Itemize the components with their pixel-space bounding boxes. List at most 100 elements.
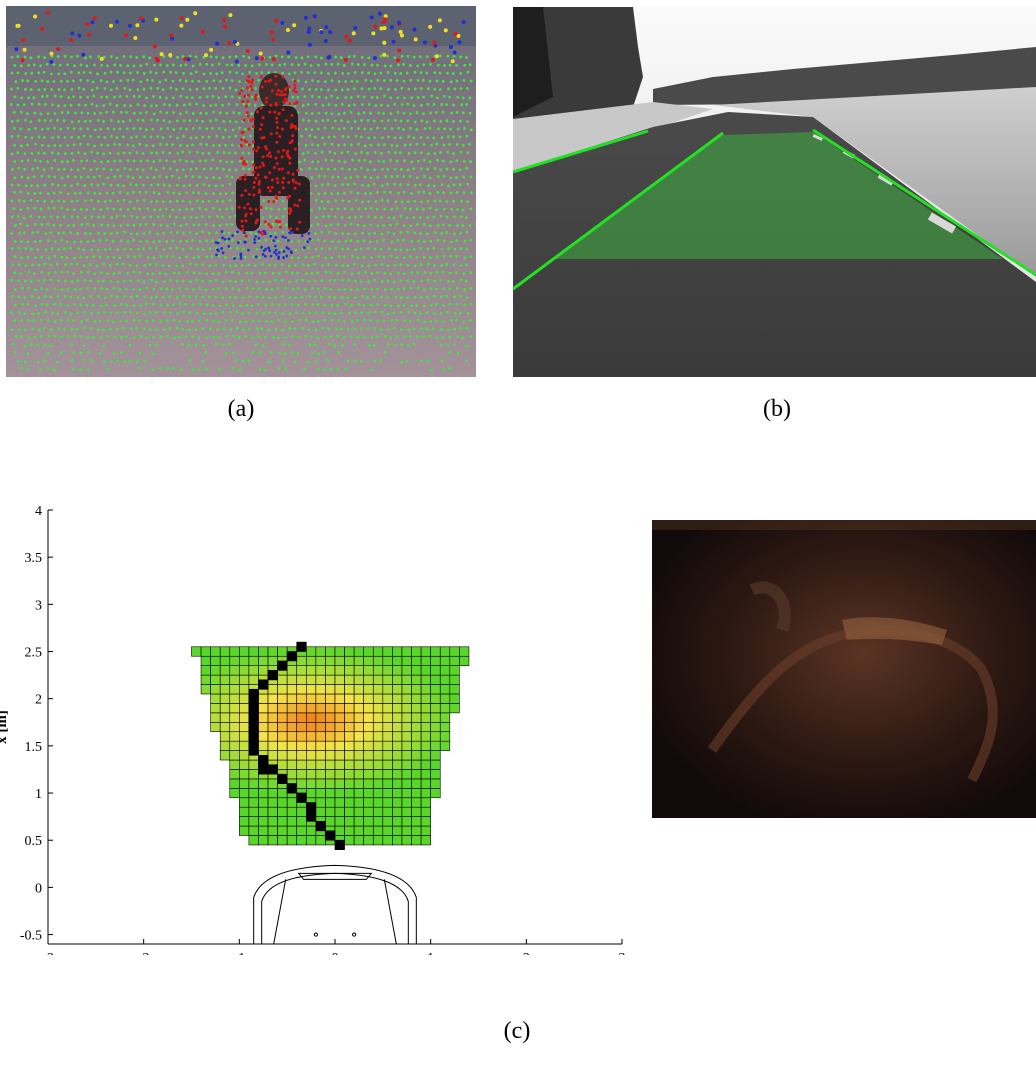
ground-point — [427, 359, 430, 363]
ground-point — [380, 280, 384, 283]
grid-cell — [239, 816, 250, 827]
ground-point — [106, 159, 110, 163]
ground-point — [59, 95, 63, 98]
ground-point — [317, 63, 320, 67]
ground-point — [323, 318, 326, 322]
ground-point — [204, 208, 208, 211]
person-point — [283, 93, 287, 97]
ground-point — [194, 136, 198, 139]
ground-point — [432, 246, 436, 250]
ground-point — [9, 103, 13, 106]
grid-cell — [277, 646, 288, 657]
ground-point — [466, 200, 469, 204]
ground-point — [174, 71, 178, 75]
edge-point — [99, 56, 104, 61]
ground-point — [428, 256, 432, 260]
ground-point — [261, 216, 265, 220]
ground-point — [283, 352, 287, 356]
ground-point — [396, 96, 400, 100]
edge-point — [422, 40, 427, 45]
ground-point — [313, 279, 317, 283]
ground-point — [376, 176, 380, 179]
feet-point — [306, 240, 310, 244]
ground-point — [198, 286, 202, 290]
ground-point — [144, 128, 148, 132]
ground-point — [426, 152, 430, 156]
grid-cell — [248, 646, 259, 657]
ground-point — [453, 247, 457, 251]
ground-point — [409, 126, 412, 130]
ground-point — [158, 96, 162, 99]
person-point — [246, 93, 250, 97]
ground-point — [202, 55, 206, 59]
ground-point — [45, 303, 49, 306]
image-b-lane-detection — [513, 7, 1036, 377]
edge-point — [351, 31, 356, 36]
ground-point — [380, 263, 384, 267]
grid-cell — [315, 665, 326, 676]
path-cell — [248, 698, 259, 709]
ground-point — [314, 167, 318, 171]
ground-point — [347, 279, 351, 282]
ground-point — [23, 55, 27, 59]
ground-point — [83, 184, 87, 187]
ground-point — [439, 214, 443, 218]
ground-point — [108, 264, 112, 267]
edge-point — [245, 48, 250, 53]
grid-cell — [392, 816, 403, 827]
ground-point — [56, 118, 59, 122]
ground-point — [456, 335, 460, 339]
ground-point — [435, 96, 439, 100]
ground-point — [123, 230, 127, 234]
ground-point — [228, 70, 232, 74]
ground-point — [379, 71, 383, 75]
ground-point — [460, 103, 464, 106]
edge-point — [77, 33, 82, 38]
ground-point — [152, 160, 156, 164]
ground-point — [324, 158, 328, 162]
person-point — [280, 155, 284, 159]
edge-point — [434, 54, 439, 59]
ground-point — [175, 87, 178, 91]
grid-cell — [334, 703, 345, 714]
ground-point — [10, 295, 14, 298]
ground-point — [212, 224, 216, 227]
ground-point — [406, 102, 410, 106]
ground-point — [166, 224, 169, 228]
person-point — [291, 172, 295, 176]
grid-cell — [315, 655, 326, 666]
ground-point — [109, 360, 113, 363]
ground-point — [184, 302, 188, 306]
ground-point — [169, 70, 173, 74]
ground-point — [99, 127, 103, 131]
ground-point — [281, 215, 285, 218]
ground-point — [425, 232, 429, 236]
ground-point — [230, 160, 234, 164]
ground-point — [208, 215, 212, 219]
person-point — [264, 147, 268, 151]
feet-point — [223, 237, 227, 241]
grid-cell — [229, 712, 240, 723]
ground-point — [308, 294, 312, 298]
ground-point — [459, 311, 462, 315]
ground-point — [93, 191, 97, 195]
grid-cell — [305, 788, 317, 799]
grid-cell — [420, 769, 431, 780]
ground-point — [406, 119, 410, 123]
ground-point — [164, 96, 168, 100]
feet-point — [242, 231, 246, 235]
ground-point — [98, 174, 102, 178]
ground-point — [257, 303, 260, 306]
ground-point — [235, 246, 239, 250]
ground-point — [50, 151, 54, 155]
ground-point — [231, 351, 235, 355]
ground-point — [63, 295, 67, 298]
grid-cell — [420, 806, 431, 817]
ground-point — [316, 367, 320, 371]
person-point — [274, 156, 278, 160]
ground-point — [241, 312, 245, 316]
edge-point — [170, 36, 175, 41]
ground-point — [129, 279, 132, 283]
ground-point — [327, 343, 331, 346]
ground-point — [70, 184, 73, 188]
